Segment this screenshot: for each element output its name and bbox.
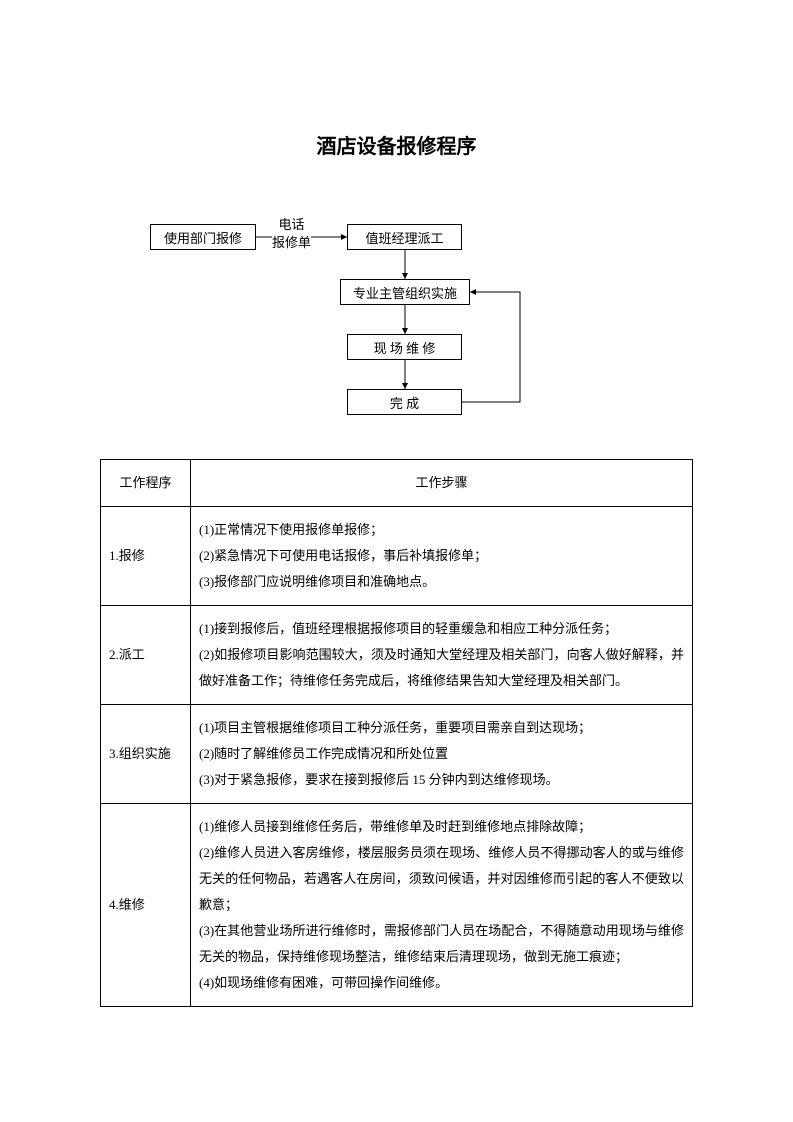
flow-edge-label: 电话 报修单 bbox=[272, 216, 311, 252]
table-row: 4.维修(1)维修人员接到维修任务后，带维修单及时赶到维修地点排除故障；(2)维… bbox=[101, 804, 693, 1007]
flow-node-n4: 现 场 维 修 bbox=[347, 334, 462, 360]
step-line: (3)对于紧急报修，要求在接到报修后 15 分钟内到达维修现场。 bbox=[199, 767, 684, 793]
proc-cell: 2.派工 bbox=[101, 606, 191, 705]
table-header-proc: 工作程序 bbox=[101, 460, 191, 507]
table-row: 2.派工(1)接到报修后，值班经理根据报修项目的轻重缓急和相应工种分派任务；(2… bbox=[101, 606, 693, 705]
step-line: (2)如报修项目影响范围较大，须及时通知大堂经理及相关部门，向客人做好解释，并做… bbox=[199, 642, 684, 694]
flowchart: 使用部门报修 值班经理派工专业主管组织实施现 场 维 修完 成 电话 报修单 bbox=[100, 209, 693, 434]
table-header-steps: 工作步骤 bbox=[191, 460, 693, 507]
step-line: (1)正常情况下使用报修单报修； bbox=[199, 517, 684, 543]
steps-cell: (1)接到报修后，值班经理根据报修项目的轻重缓急和相应工种分派任务；(2)如报修… bbox=[191, 606, 693, 705]
step-line: (2)随时了解维修员工作完成情况和所处位置 bbox=[199, 741, 684, 767]
steps-cell: (1)项目主管根据维修项目工种分派任务，重要项目需亲自到达现场；(2)随时了解维… bbox=[191, 705, 693, 804]
edge-label-line1: 电话 bbox=[272, 216, 311, 234]
steps-cell: (1)维修人员接到维修任务后，带维修单及时赶到维修地点排除故障；(2)维修人员进… bbox=[191, 804, 693, 1007]
proc-cell: 3.组织实施 bbox=[101, 705, 191, 804]
step-line: (2)维修人员进入客房维修，楼层服务员须在现场、维修人员不得挪动客人的或与维修无… bbox=[199, 840, 684, 918]
flow-node-n2: 值班经理派工 bbox=[347, 224, 462, 250]
step-line: (3)报修部门应说明维修项目和准确地点。 bbox=[199, 569, 684, 595]
step-line: (1)维修人员接到维修任务后，带维修单及时赶到维修地点排除故障； bbox=[199, 814, 684, 840]
edge-label-line2: 报修单 bbox=[272, 234, 311, 252]
steps-cell: (1)正常情况下使用报修单报修；(2)紧急情况下可使用电话报修，事后补填报修单；… bbox=[191, 507, 693, 606]
table-row: 3.组织实施(1)项目主管根据维修项目工种分派任务，重要项目需亲自到达现场；(2… bbox=[101, 705, 693, 804]
proc-cell: 4.维修 bbox=[101, 804, 191, 1007]
flow-node-n3: 专业主管组织实施 bbox=[340, 279, 470, 305]
flow-node-n1: 使用部门报修 bbox=[150, 224, 256, 250]
table-row: 1.报修(1)正常情况下使用报修单报修；(2)紧急情况下可使用电话报修，事后补填… bbox=[101, 507, 693, 606]
step-line: (1)项目主管根据维修项目工种分派任务，重要项目需亲自到达现场； bbox=[199, 715, 684, 741]
procedure-table: 工作程序 工作步骤 1.报修(1)正常情况下使用报修单报修；(2)紧急情况下可使… bbox=[100, 459, 693, 1007]
step-line: (1)接到报修后，值班经理根据报修项目的轻重缓急和相应工种分派任务； bbox=[199, 616, 684, 642]
step-line: (2)紧急情况下可使用电话报修，事后补填报修单； bbox=[199, 543, 684, 569]
flow-node-n5: 完 成 bbox=[347, 389, 462, 415]
proc-cell: 1.报修 bbox=[101, 507, 191, 606]
step-line: (3)在其他营业场所进行维修时，需报修部门人员在场配合，不得随意动用现场与维修无… bbox=[199, 918, 684, 970]
step-line: (4)如现场维修有困难，可带回操作间维修。 bbox=[199, 970, 684, 996]
page-title: 酒店设备报修程序 bbox=[100, 130, 693, 159]
